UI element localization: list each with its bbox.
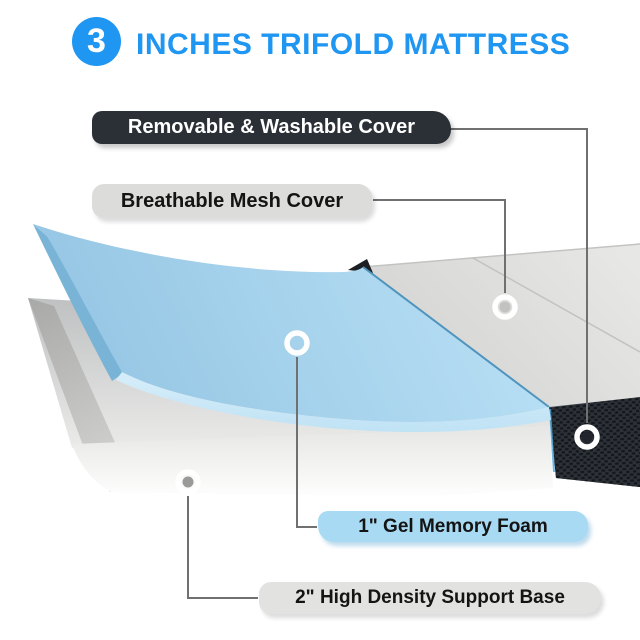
- inches-badge-number: 3: [87, 22, 106, 60]
- marker-mesh: [492, 294, 518, 320]
- callout-label-text: Removable & Washable Cover: [127, 116, 416, 138]
- leader-line-mesh: [373, 199, 506, 293]
- leader-line-cover: [451, 128, 588, 423]
- callout-label-text: 2" High Density Support Base: [295, 587, 565, 608]
- leader-line-base: [187, 496, 258, 599]
- marker-base: [175, 469, 201, 495]
- callout-label-gel-foam: 1" Gel Memory Foam: [318, 511, 588, 542]
- marker-foam: [284, 330, 310, 356]
- callout-label-text: 1" Gel Memory Foam: [358, 515, 548, 537]
- gel-foam-layer: [33, 224, 551, 433]
- foam-underside-edge: [33, 224, 125, 381]
- callout-label-support-base: 2" High Density Support Base: [259, 582, 601, 614]
- inches-badge: 3: [72, 17, 121, 66]
- callout-label-text: Breathable Mesh Cover: [120, 189, 344, 212]
- callout-markers: [175, 294, 600, 495]
- leader-line-foam: [296, 357, 317, 528]
- foam-fold-edge: [362, 266, 550, 408]
- marker-cover: [574, 424, 600, 450]
- callout-label-mesh-cover: Breathable Mesh Cover: [92, 184, 372, 218]
- leader-lines: [187, 128, 588, 599]
- callout-label-removable-cover: Removable & Washable Cover: [92, 111, 451, 144]
- foam-top-face: [33, 224, 549, 423]
- back-edge: [362, 243, 640, 268]
- fold-seam: [472, 257, 640, 353]
- foam-front-edge: [116, 372, 551, 433]
- page-title: INCHES TRIFOLD MATTRESS: [136, 28, 571, 61]
